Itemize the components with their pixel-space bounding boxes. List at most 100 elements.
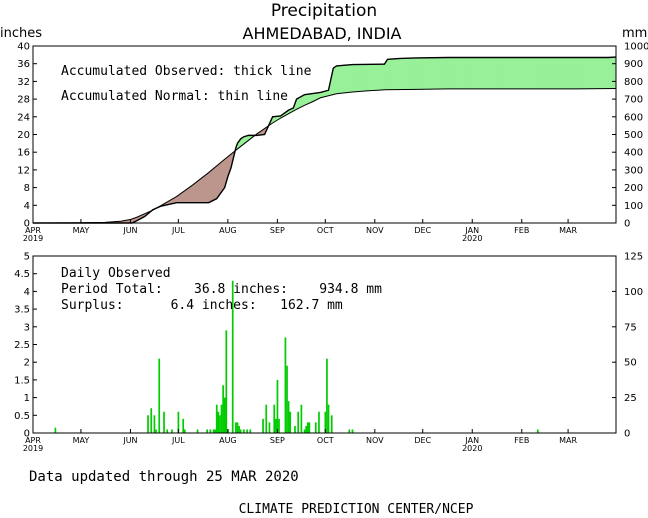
daily-bar <box>305 425 308 433</box>
y-tick-label: 20 <box>17 130 30 141</box>
daily-bar <box>219 415 221 433</box>
y-tick-label: 0 <box>24 219 30 230</box>
daily-bar <box>231 280 234 433</box>
left-unit-label: inches <box>0 26 42 41</box>
daily-bar <box>289 411 292 433</box>
month-label: MAY <box>73 226 90 235</box>
y-right-tick-label: 75 <box>624 322 637 333</box>
daily-bar <box>150 408 153 433</box>
y-tick-label: 2 <box>24 358 30 369</box>
y-right-tick-label: 25 <box>624 393 637 404</box>
y-right-tick-label: 125 <box>624 252 643 263</box>
daily-bar <box>297 411 300 433</box>
daily-bar <box>286 365 288 433</box>
y-tick-label: 4 <box>24 201 30 212</box>
y-right-tick-label: 100 <box>624 201 643 212</box>
chart-title: Precipitation <box>271 1 377 21</box>
daily-bar <box>246 429 248 433</box>
daily-bar <box>243 429 245 433</box>
daily-bar <box>294 425 296 433</box>
month-label: NOV <box>366 436 384 445</box>
year-label: 2020 <box>462 234 482 243</box>
daily-bar <box>314 422 317 433</box>
top-fill-layer <box>42 56 617 224</box>
daily-bar <box>268 422 271 433</box>
daily-bar <box>287 401 290 433</box>
observed-accumulation-line <box>33 56 617 224</box>
daily-bar <box>327 404 330 433</box>
daily-bar <box>235 422 237 433</box>
y-right-tick-label: 400 <box>624 148 643 159</box>
year-label: 2020 <box>462 444 482 453</box>
month-label: APR <box>25 226 41 235</box>
daily-bar <box>308 422 311 433</box>
daily-bar <box>249 429 252 433</box>
month-label: JUN <box>122 226 137 235</box>
daily-bar <box>276 379 279 433</box>
chart-subtitle: AHMEDABAD, INDIA <box>243 24 402 43</box>
y-tick-label: 1 <box>24 393 30 404</box>
year-label: 2019 <box>23 234 43 243</box>
top-month-ticks <box>32 219 569 223</box>
daily-bars <box>54 280 539 433</box>
daily-bar <box>209 429 212 433</box>
credit-text: CLIMATE PREDICTION CENTER/NCEP <box>239 502 474 517</box>
month-label: JAN <box>464 226 479 235</box>
y-tick-label: 0.5 <box>14 411 30 422</box>
bottom-month-ticks <box>32 429 569 433</box>
daily-bar <box>217 411 220 433</box>
daily-bar <box>171 429 173 433</box>
y-tick-label: 36 <box>17 59 30 70</box>
month-label: FEB <box>514 436 529 445</box>
legend-normal: Accumulated Normal: thin line <box>61 89 288 104</box>
surplus-text: Surplus: 6.4 inches: 162.7 mm <box>61 298 343 313</box>
y-right-tick-label: 800 <box>624 77 643 88</box>
y-tick-label: 2.5 <box>14 340 30 351</box>
y-tick-label: 5 <box>24 252 30 263</box>
top-right-axis-ticks: 0 100 200 300 400 500 600 700 800 900 1000 <box>612 42 648 230</box>
month-label: SEP <box>270 436 285 445</box>
y-right-tick-label: 0 <box>624 429 630 440</box>
y-right-tick-label: 100 <box>624 287 643 298</box>
daily-bar <box>155 429 157 433</box>
y-tick-label: 40 <box>17 42 30 53</box>
daily-bar <box>225 330 228 433</box>
y-tick-label: 4 <box>24 287 30 298</box>
right-unit-label: mm <box>622 26 647 41</box>
daily-bar <box>326 358 328 433</box>
bottom-panel: 0 0.5 1 1.5 2 2.5 3 3.5 4 4.5 5 0 25 50 75 100 125 Dail… <box>14 252 643 440</box>
daily-bar <box>177 411 180 433</box>
daily-bar <box>265 404 268 433</box>
daily-bar <box>238 425 240 433</box>
y-tick-label: 1.5 <box>14 375 30 386</box>
daily-observed-label: Daily Observed <box>61 266 171 281</box>
month-label: JUL <box>171 226 185 235</box>
daily-bar <box>158 358 161 433</box>
daily-bar <box>54 427 57 433</box>
y-right-tick-label: 1000 <box>624 42 648 53</box>
top-panel: 0 4 8 12 16 20 24 28 32 36 40 0 100 200 300 400 500 600 7… <box>17 42 648 230</box>
bottom-left-axis-ticks: 0 0.5 1 1.5 2 2.5 3 3.5 4 4.5 5 <box>14 252 37 440</box>
bottom-right-axis-ticks: 0 25 50 75 100 125 <box>612 252 643 440</box>
daily-bar <box>278 418 280 433</box>
y-tick-label: 4.5 <box>14 269 30 280</box>
month-label: MAY <box>73 436 90 445</box>
month-label: MAR <box>559 226 577 235</box>
y-right-tick-label: 700 <box>624 95 643 106</box>
month-label: FEB <box>514 226 529 235</box>
y-right-tick-label: 500 <box>624 130 643 141</box>
y-tick-label: 12 <box>17 165 30 176</box>
daily-bar <box>306 422 309 433</box>
y-right-tick-label: 50 <box>624 358 637 369</box>
y-right-tick-label: 200 <box>624 183 643 194</box>
daily-bar <box>536 429 539 433</box>
month-label: MAR <box>559 436 577 445</box>
month-label: OCT <box>317 226 334 235</box>
daily-bar <box>147 415 149 433</box>
y-right-tick-label: 600 <box>624 112 643 123</box>
daily-bar <box>212 429 215 433</box>
daily-bar <box>303 429 306 433</box>
